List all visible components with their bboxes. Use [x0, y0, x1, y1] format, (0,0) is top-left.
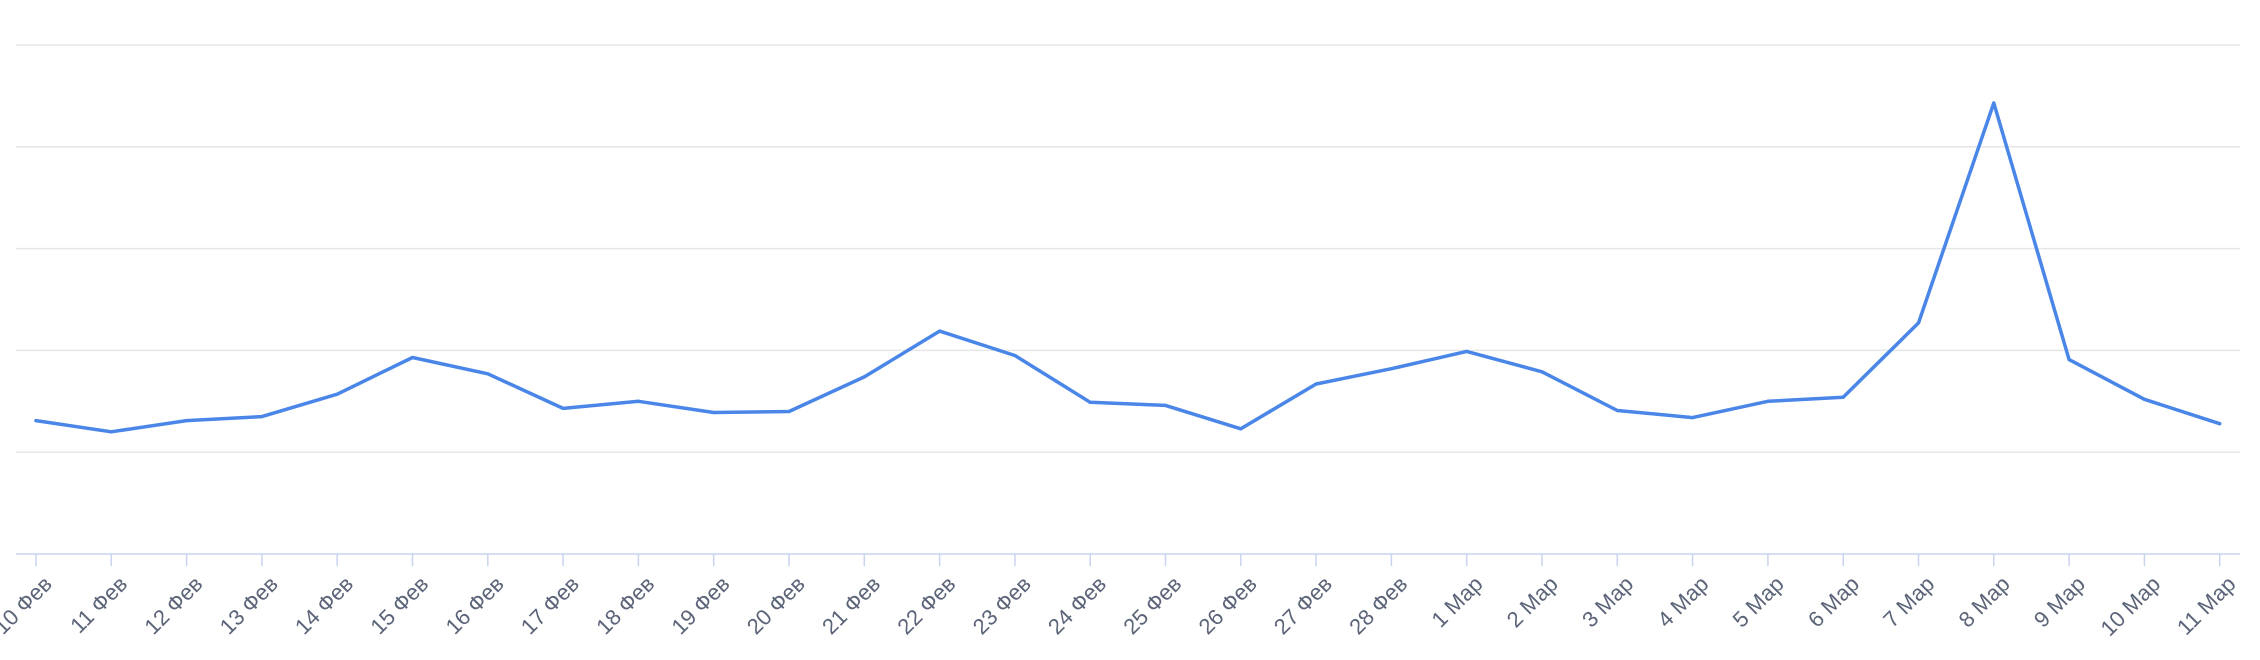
data-point [1088, 400, 1092, 404]
x-tick-label: 13 Фев [215, 571, 283, 639]
data-point [1540, 370, 1544, 374]
x-tick-label: 10 Фев [0, 571, 57, 639]
grid-lines [16, 44, 2240, 453]
data-point [636, 399, 641, 403]
x-tick-label: 9 Мар [2029, 571, 2090, 632]
x-tick-label: 19 Фев [667, 571, 735, 639]
data-point [1013, 353, 1017, 358]
data-point [1615, 408, 1619, 413]
data-point [185, 419, 189, 423]
data-point [486, 372, 490, 376]
x-tick-label: 25 Фев [1118, 571, 1186, 639]
data-point [1239, 427, 1243, 431]
x-axis [16, 553, 2240, 566]
x-tick-label: 11 Фев [65, 571, 132, 638]
x-tick-label: 4 Мар [1652, 571, 1713, 632]
data-point [2142, 397, 2146, 401]
x-tick-label: 27 Фев [1269, 571, 1337, 639]
data-point [2067, 357, 2071, 362]
data-point [1992, 101, 1996, 105]
data-point [410, 355, 415, 360]
data-point [260, 414, 264, 419]
x-tick-label: 14 Фев [290, 571, 358, 639]
data-point [109, 430, 113, 434]
data-point [787, 409, 791, 414]
data-point [1314, 382, 1318, 386]
x-tick-label: 2 Мар [1502, 571, 1563, 632]
x-tick-label: 21 Фев [817, 571, 885, 639]
x-tick-labels: 10 Фев 11 Фев 12 Фев 13 Фев 14 Фев 15 Фев 16 Ф… [0, 571, 2241, 641]
data-point [938, 329, 942, 333]
data-point [1691, 415, 1695, 420]
data-point [862, 375, 866, 379]
x-tick-label: 28 Фев [1344, 571, 1412, 639]
x-tick-label: 22 Фев [892, 571, 960, 639]
x-tick-label: 10 Мар [2095, 571, 2165, 641]
x-tick-label: 20 Фев [742, 571, 810, 639]
data-point [561, 406, 565, 411]
data-point [712, 410, 716, 415]
data-point [1163, 403, 1168, 407]
data-point [34, 419, 38, 423]
x-tick-label: 5 Мар [1728, 571, 1789, 632]
series-line [34, 101, 2222, 434]
series-layer [34, 101, 2222, 434]
data-point [2218, 422, 2222, 426]
x-tick-label: 3 Мар [1577, 571, 1638, 632]
data-point [1766, 399, 1770, 403]
x-tick-label: 7 Мар [1878, 571, 1939, 632]
data-point [1916, 321, 1921, 325]
data-point [1465, 349, 1469, 354]
x-tick-label: 11 Мар [2172, 571, 2241, 640]
x-tick-label: 24 Фев [1043, 571, 1111, 639]
x-tick-label: 23 Фев [968, 571, 1036, 639]
x-tick-label: 15 Фев [365, 571, 433, 639]
x-tick-label: 12 Фев [139, 571, 207, 639]
x-tick-label: 17 Фев [516, 571, 584, 639]
x-tick-label: 6 Мар [1803, 571, 1864, 632]
x-tick-label: 26 Фев [1194, 571, 1262, 639]
x-tick-label: 18 Фев [591, 571, 659, 639]
x-tick-label: 8 Мар [1954, 571, 2015, 632]
x-tick-label: 16 Фев [441, 571, 509, 639]
data-point [1841, 395, 1845, 399]
data-point [335, 392, 339, 396]
x-tick-label: 1 Мар [1426, 571, 1487, 632]
data-point [1389, 367, 1393, 371]
